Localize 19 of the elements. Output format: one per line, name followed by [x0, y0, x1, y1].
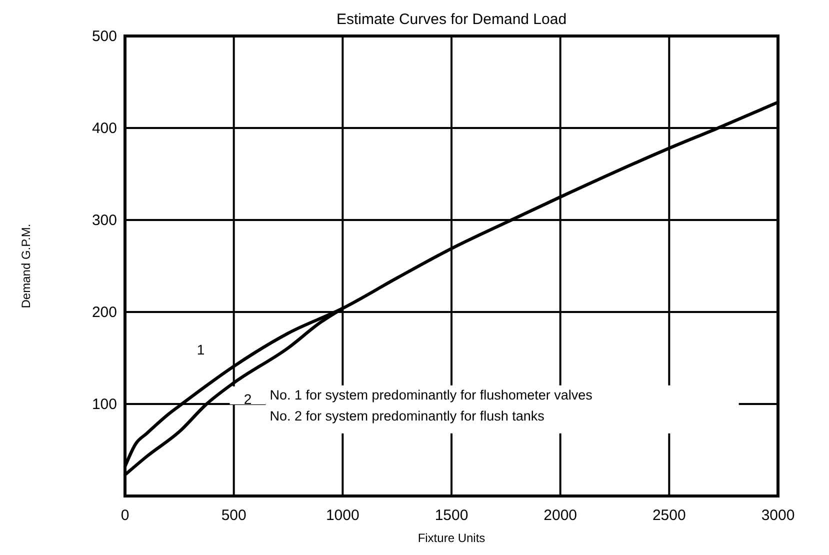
series-label: 1: [196, 341, 205, 358]
x-tick-label: 500: [221, 507, 246, 524]
x-tick-label: 1500: [434, 507, 468, 524]
annotation: No. 2 for system predominantly for flush tanks: [270, 408, 545, 424]
annotation: No. 1 for system predominantly for flushometer valves: [270, 387, 593, 402]
y-tick-label: 400: [92, 120, 117, 137]
x-axis-title: Fixture Units: [418, 531, 486, 545]
x-tick-label: 2500: [652, 507, 686, 524]
x-tick-label: 0: [120, 507, 130, 524]
y-tick-label: 200: [92, 304, 117, 321]
x-tick-label: 3000: [761, 507, 795, 524]
x-tick-label: 2000: [544, 507, 578, 524]
series-label: 2: [244, 390, 252, 407]
y-axis-title: Demand G.P.M.: [19, 224, 33, 308]
y-tick-label: 100: [92, 396, 117, 413]
x-tick-label: 1000: [326, 507, 360, 524]
y-tick-label: 500: [92, 28, 117, 45]
chart-title: Estimate Curves for Demand Load: [336, 11, 567, 28]
y-tick-label: 300: [92, 212, 117, 229]
